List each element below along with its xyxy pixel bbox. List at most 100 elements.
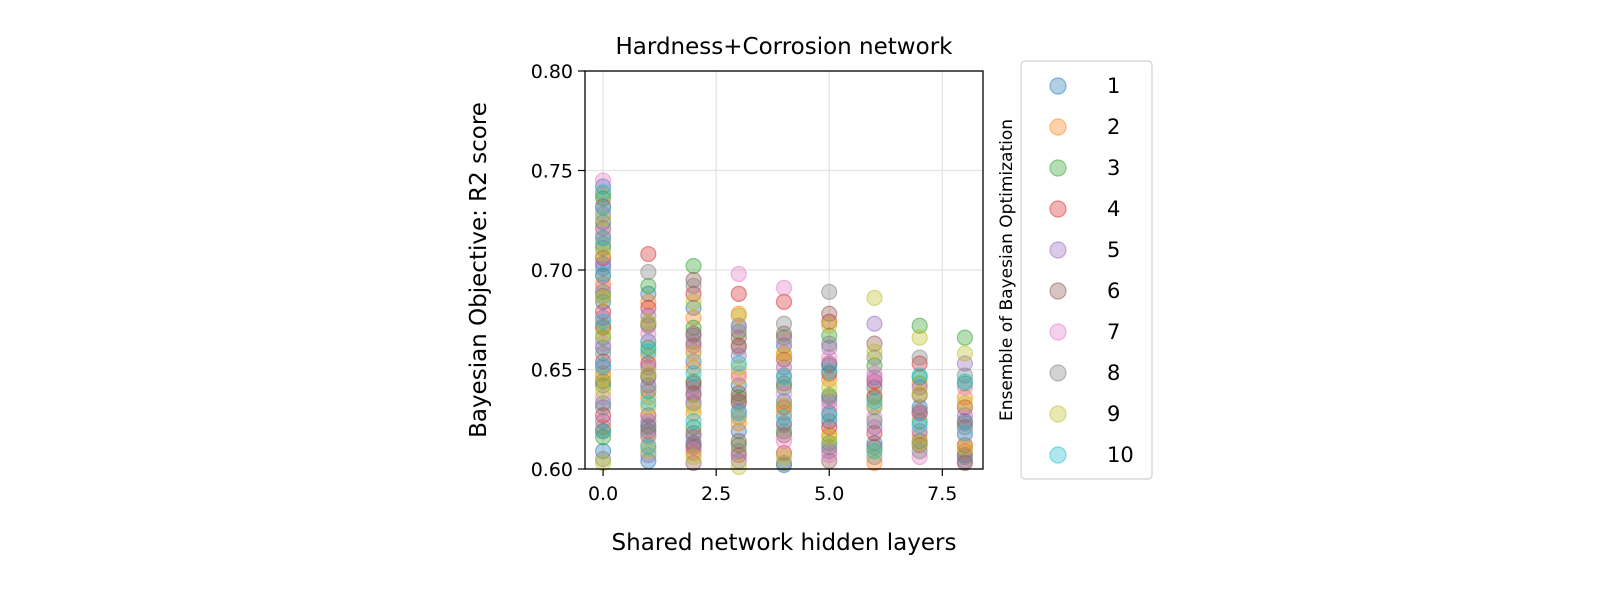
scatter-point [640, 293, 657, 310]
scatter-point [640, 442, 657, 460]
scatter-point [775, 369, 793, 386]
scatter-point [640, 439, 657, 456]
scatter-point [594, 429, 612, 446]
legend-entry: 10 [1049, 443, 1134, 467]
scatter-point [685, 277, 702, 295]
scatter-point [685, 293, 702, 310]
legend-marker [1049, 118, 1067, 136]
y-tick-label: 0.80 [531, 61, 573, 83]
x-axis-ticks: 0.0 2.5 5.0 7.5 [588, 469, 957, 505]
legend-marker [1049, 200, 1067, 218]
scatter-point [821, 379, 838, 396]
legend-entry: 3 [1049, 156, 1120, 180]
scatter-point [730, 285, 747, 302]
scatter-point [594, 206, 612, 223]
scatter-point [956, 425, 974, 442]
scatter-point [594, 399, 612, 416]
scatter-point [640, 423, 657, 440]
scatter-point [911, 423, 928, 440]
scatter-point [685, 413, 702, 430]
legend-label: 10 [1107, 443, 1134, 467]
scatter-point [730, 265, 747, 283]
scatter-point [640, 379, 657, 396]
scatter-point [640, 313, 657, 330]
scatter-point [956, 367, 974, 384]
scatter-point [911, 355, 928, 372]
scatter-point [594, 172, 612, 189]
scatter-point [730, 355, 747, 372]
scatter-point [730, 458, 747, 476]
scatter-point [594, 200, 612, 217]
scatter-point [594, 245, 612, 263]
scatter-point [685, 387, 702, 404]
scatter-point [956, 329, 974, 346]
legend-label: 4 [1107, 197, 1120, 221]
scatter-point [866, 454, 883, 472]
scatter-point [594, 230, 612, 247]
scatter-point [775, 433, 793, 450]
scatter-point [685, 333, 702, 350]
x-tick-label: 7.5 [927, 483, 957, 505]
scatter-point [866, 369, 883, 386]
scatter-point [956, 439, 974, 456]
legend-entry: 7 [1049, 320, 1120, 344]
scatter-point [594, 345, 612, 362]
series-6 [594, 220, 974, 472]
scatter-point [866, 413, 883, 430]
scatter-point [685, 345, 702, 362]
scatter-point [911, 349, 928, 366]
legend-entry: 6 [1049, 279, 1120, 303]
scatter-point [775, 315, 793, 332]
scatter-point [640, 383, 657, 400]
y-axis-ticks: 0.60 0.65 0.70 0.75 0.80 [531, 61, 585, 481]
scatter-point [730, 389, 747, 406]
scatter-point [685, 365, 702, 382]
legend-entry: 1 [1049, 74, 1120, 98]
scatter-point [911, 448, 928, 466]
legend-label: 7 [1107, 320, 1120, 344]
scatter-point [594, 383, 612, 400]
scatter-point [775, 409, 793, 426]
y-tick-label: 0.70 [531, 260, 573, 282]
scatter-point [730, 409, 747, 426]
scatter-point [730, 446, 747, 464]
scatter-point [730, 442, 747, 460]
scatter-point [775, 385, 793, 402]
series-10 [594, 184, 974, 460]
scatter-point [866, 448, 883, 466]
scatter-point [866, 289, 883, 306]
legend-label: 6 [1107, 279, 1120, 303]
x-tick-label: 5.0 [814, 483, 844, 505]
scatter-point [911, 317, 928, 334]
scatter-point [775, 329, 793, 346]
legend-label: 3 [1107, 156, 1120, 180]
legend-entry: 2 [1049, 115, 1120, 139]
legend-marker [1049, 282, 1067, 300]
scatter-point [956, 345, 974, 362]
scatter-point [821, 335, 838, 352]
scatter-point [640, 399, 657, 416]
scatter-point [730, 339, 747, 356]
legend-marker [1049, 241, 1067, 259]
scatter-point [640, 365, 657, 382]
scatter-point [640, 277, 657, 295]
x-tick-label: 2.5 [701, 483, 731, 505]
scatter-point [821, 393, 838, 410]
scatter-points [594, 172, 974, 476]
legend-marker [1049, 159, 1067, 177]
scatter-point [866, 397, 883, 414]
scatter-point [594, 357, 612, 374]
scatter-point [594, 454, 612, 472]
scatter-point [730, 307, 747, 324]
scatter-point [911, 403, 928, 420]
scatter-point [640, 245, 657, 263]
scatter-point [730, 359, 747, 376]
legend-title: Ensemble of Bayesian Optimization [997, 119, 1017, 421]
scatter-point [685, 393, 702, 410]
scatter-point [821, 407, 838, 424]
chart-title: Hardness+Corrosion network [616, 34, 954, 60]
scatter-point [594, 423, 612, 440]
scatter-point [911, 435, 928, 452]
scatter-point [911, 417, 928, 434]
